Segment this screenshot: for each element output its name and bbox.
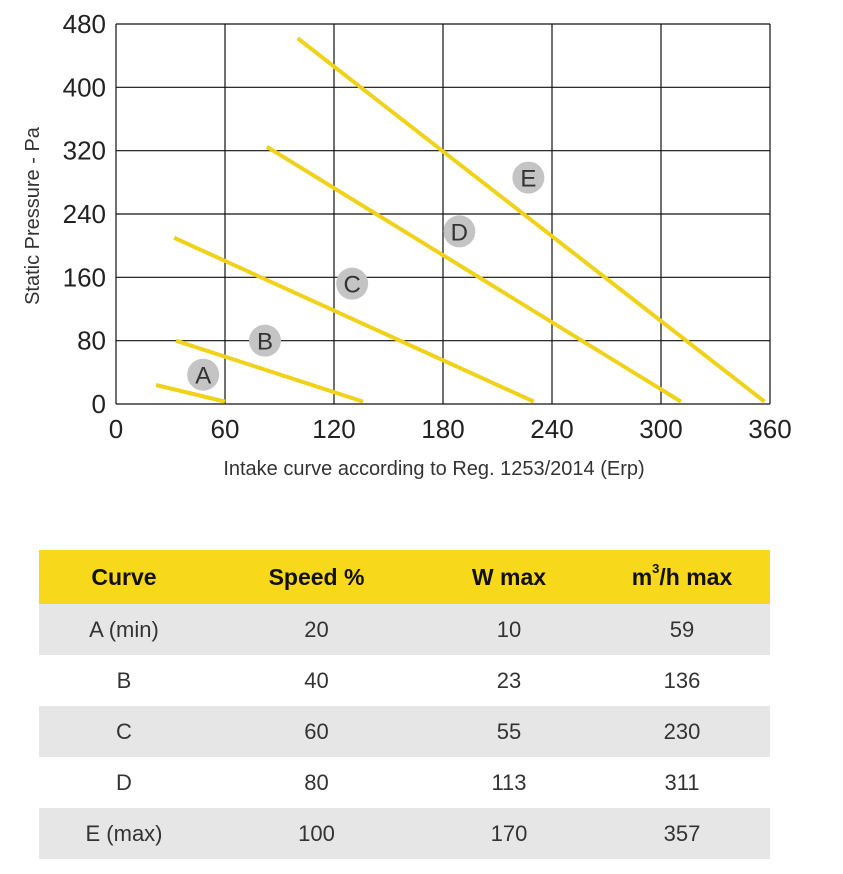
y-tick-label: 0: [92, 389, 106, 419]
table-row: E (max) 100 170 357: [39, 808, 770, 859]
curve-badge-d: [443, 215, 476, 248]
x-tick-label: 360: [748, 414, 791, 444]
grid: [115, 23, 771, 405]
x-tick-label: 60: [211, 414, 240, 444]
cell-curve: E (max): [39, 808, 209, 859]
cell-w-max: 55: [424, 706, 594, 757]
header-flow-max: m3/h max: [594, 550, 770, 604]
y-tick-label: 240: [63, 199, 106, 229]
cell-w-max: 170: [424, 808, 594, 859]
table-row: D 80 113 311: [39, 757, 770, 808]
curve-label-d: D: [451, 219, 468, 246]
speed-table: Curve Speed % W max m3/h max A (min) 20 10…: [39, 550, 770, 859]
y-axis-title: Static Pressure - Pa: [22, 126, 44, 305]
x-tick-label: 0: [109, 414, 123, 444]
cell-curve: C: [39, 706, 209, 757]
y-tick-label: 480: [63, 9, 106, 39]
table-header-row: Curve Speed % W max m3/h max: [39, 550, 770, 604]
curve-line-c: [173, 235, 535, 404]
header-speed: Speed %: [209, 550, 424, 604]
x-tick-label: 180: [421, 414, 464, 444]
table-row: B 40 23 136: [39, 655, 770, 706]
cell-flow-max: 136: [594, 655, 770, 706]
x-tick-label: 120: [312, 414, 355, 444]
cell-curve: A (min): [39, 604, 209, 655]
cell-w-max: 113: [424, 757, 594, 808]
curve-labels: A B C D E: [187, 161, 545, 391]
curve-line-e: [296, 36, 766, 404]
curve-badge-c: [336, 267, 369, 300]
cell-flow-max: 311: [594, 757, 770, 808]
cell-w-max: 23: [424, 655, 594, 706]
table-body: A (min) 20 10 59 B 40 23 136 C 60 55 230 D 80 113 311 E …: [39, 604, 770, 859]
series-lines: [155, 36, 766, 404]
curve-line-d: [265, 145, 683, 404]
cell-speed: 80: [209, 757, 424, 808]
table-row: C 60 55 230: [39, 706, 770, 757]
curve-label-c: C: [343, 272, 360, 299]
axis-ticks: 0 60 120 180 240 300 360 0 80 160 240 320 400 480: [63, 9, 792, 444]
y-tick-label: 320: [63, 136, 106, 166]
curve-badge-e: [512, 161, 545, 194]
curve-badge-b: [248, 324, 281, 357]
header-w-max: W max: [424, 550, 594, 604]
header-curve: Curve: [39, 550, 209, 604]
x-tick-label: 300: [639, 414, 682, 444]
table-row: A (min) 20 10 59: [39, 604, 770, 655]
cell-w-max: 10: [424, 604, 594, 655]
x-axis-title: Intake curve according to Reg. 1253/2014…: [223, 458, 644, 480]
curve-label-b: B: [257, 329, 273, 356]
curve-label-a: A: [195, 363, 211, 390]
y-tick-label: 160: [63, 262, 106, 292]
y-tick-label: 400: [63, 72, 106, 102]
cell-flow-max: 59: [594, 604, 770, 655]
cell-curve: D: [39, 757, 209, 808]
cell-curve: B: [39, 655, 209, 706]
curve-line-a: [155, 383, 226, 404]
cell-speed: 40: [209, 655, 424, 706]
curve-badge-a: [187, 358, 220, 391]
x-tick-label: 240: [530, 414, 573, 444]
cell-speed: 20: [209, 604, 424, 655]
cell-speed: 60: [209, 706, 424, 757]
y-tick-label: 80: [77, 326, 106, 356]
curve-line-b: [175, 338, 364, 404]
curve-label-e: E: [520, 166, 536, 193]
performance-chart: A B C D E 0 60 120 180 240 300 360 0 80 160 240 320 400 4…: [22, 9, 792, 480]
cell-flow-max: 357: [594, 808, 770, 859]
cell-speed: 100: [209, 808, 424, 859]
cell-flow-max: 230: [594, 706, 770, 757]
